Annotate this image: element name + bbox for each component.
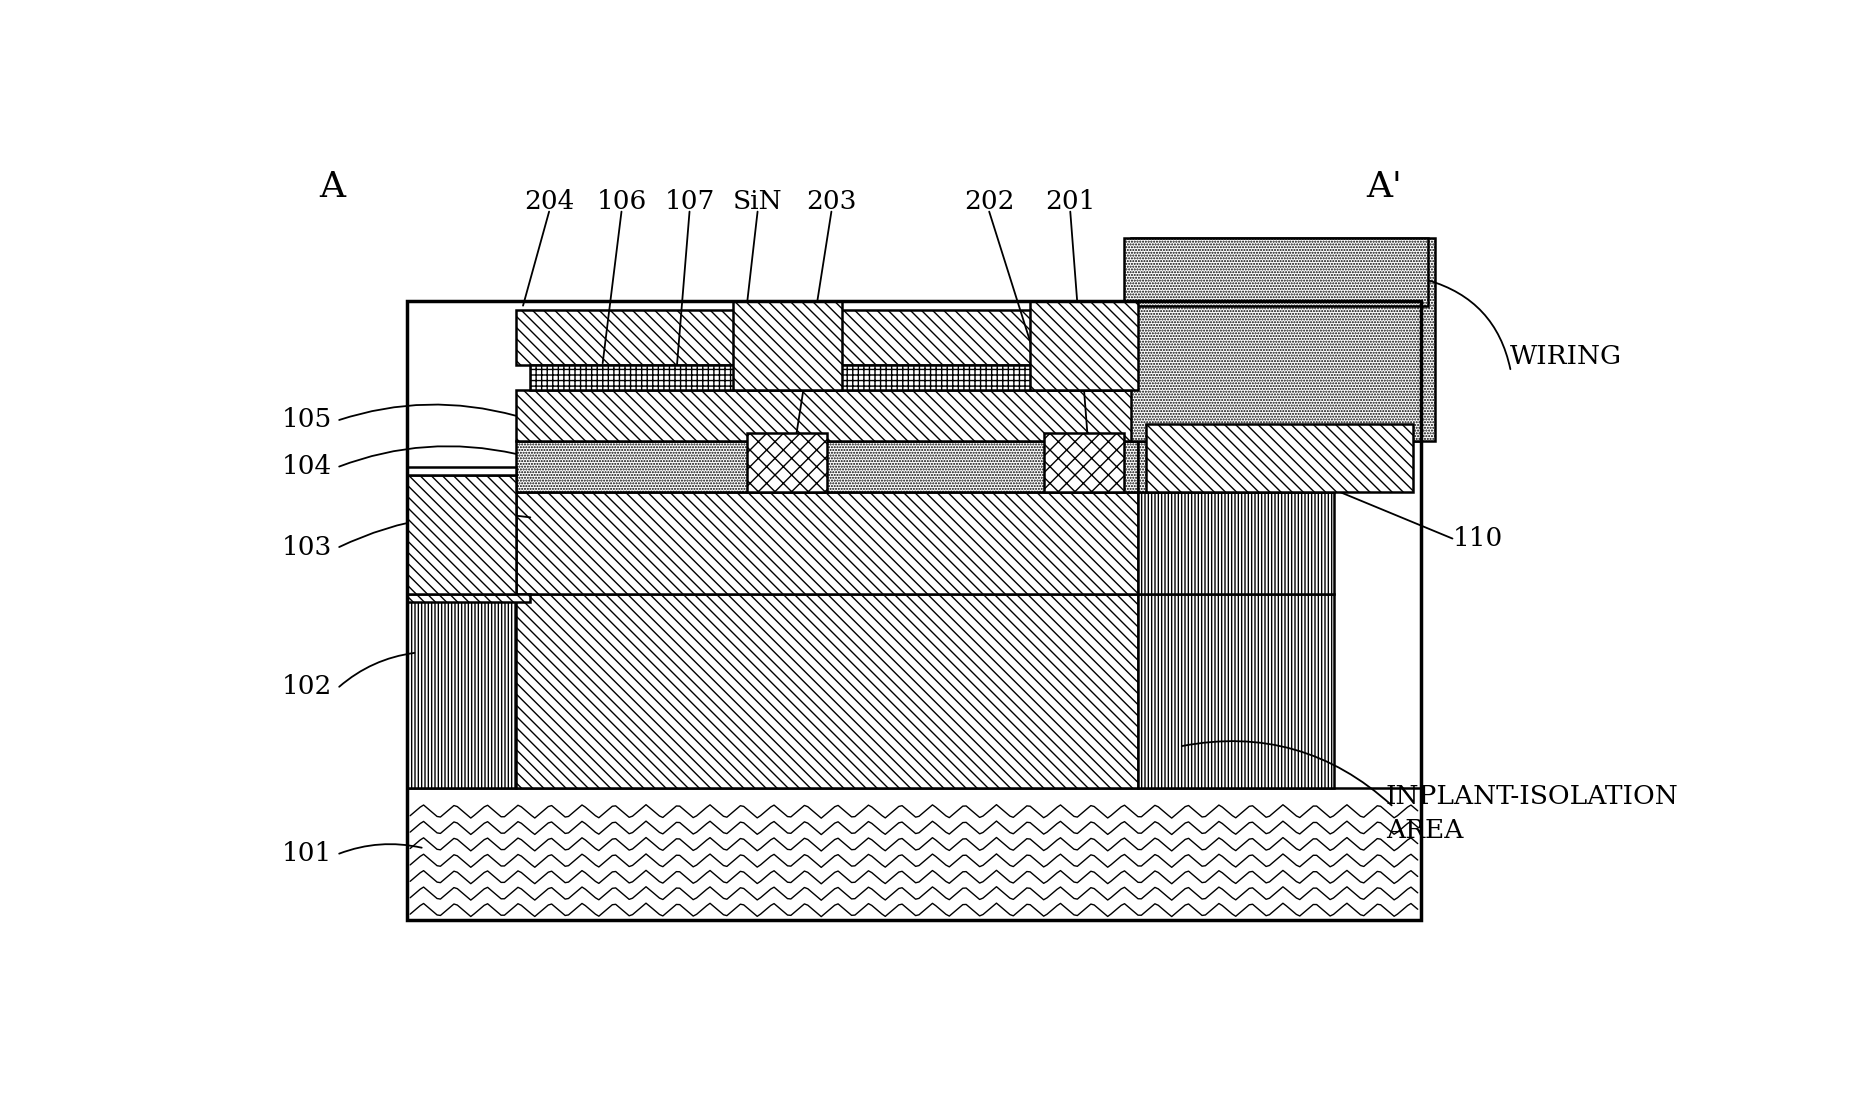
Text: 102: 102: [282, 674, 333, 700]
Text: WIRING: WIRING: [1511, 344, 1623, 369]
Bar: [531, 365, 1125, 390]
Text: 202: 202: [964, 189, 1014, 214]
Bar: [747, 432, 828, 492]
Text: 204: 204: [523, 189, 573, 214]
Text: SiN: SiN: [732, 189, 783, 214]
Bar: [1132, 238, 1435, 441]
Bar: [516, 310, 1138, 365]
Text: 103: 103: [282, 535, 333, 560]
Bar: [516, 492, 1138, 594]
Bar: [1138, 594, 1334, 789]
Text: A: A: [319, 170, 346, 205]
Text: 107: 107: [665, 189, 715, 214]
Text: 104: 104: [282, 454, 333, 480]
Bar: [407, 475, 516, 594]
Text: INPLANT-ISOLATION: INPLANT-ISOLATION: [1386, 784, 1679, 810]
Bar: [732, 301, 841, 390]
Text: 203: 203: [807, 189, 857, 214]
Text: AREA: AREA: [1386, 818, 1463, 844]
Bar: [407, 492, 516, 594]
Bar: [516, 441, 1138, 492]
Bar: [1138, 242, 1422, 441]
Bar: [1029, 301, 1138, 390]
Bar: [407, 594, 516, 789]
Bar: [407, 594, 531, 602]
Text: 201: 201: [1044, 189, 1095, 214]
Bar: [1138, 441, 1334, 492]
Text: 101: 101: [282, 842, 333, 866]
Text: 105: 105: [282, 407, 333, 432]
Bar: [1145, 425, 1414, 492]
Text: 106: 106: [596, 189, 646, 214]
Text: A': A': [1367, 170, 1403, 205]
Bar: [1125, 238, 1427, 306]
Bar: [1138, 390, 1334, 441]
Bar: [1138, 492, 1334, 594]
Text: 110: 110: [1453, 526, 1502, 551]
Bar: [516, 594, 1138, 789]
Bar: [407, 789, 1422, 920]
Bar: [407, 466, 516, 475]
Bar: [1044, 432, 1125, 492]
Bar: [516, 390, 1138, 441]
Bar: [407, 301, 1422, 920]
